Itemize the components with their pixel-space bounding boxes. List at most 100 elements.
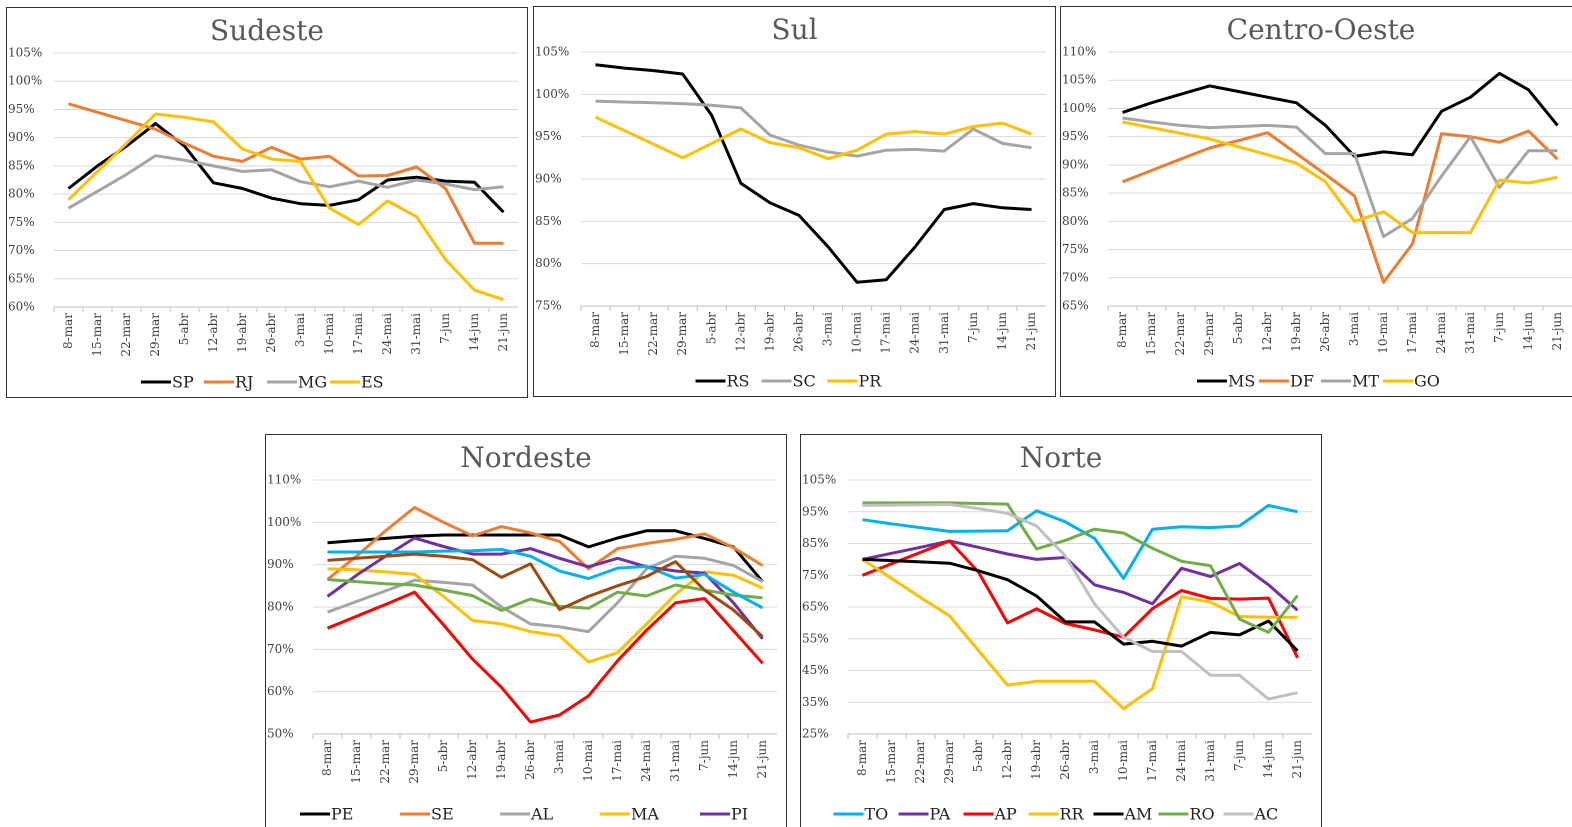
y-tick-label: 70% <box>8 243 35 257</box>
x-tick-label: 3-mai <box>821 312 835 346</box>
series-line <box>327 529 764 583</box>
x-tick-label: 26-abr <box>791 312 805 352</box>
x-tick-label: 31-mai <box>668 740 682 782</box>
x-tick-label: 17-mai <box>351 313 365 355</box>
x-tick-label: 17-mai <box>610 740 624 782</box>
y-tick-label: 105% <box>802 473 836 487</box>
x-tick-label: 14-jun <box>467 313 481 352</box>
legend-label: SE <box>431 805 454 824</box>
series-line <box>1122 120 1558 235</box>
legend-label: PE <box>331 805 353 824</box>
legend-label: MT <box>1352 372 1379 391</box>
x-tick-label: 10-mai <box>850 312 864 354</box>
x-tick-label: 17-mai <box>1405 312 1419 354</box>
y-tick-label: 110% <box>267 473 301 487</box>
legend-label: AM <box>1124 805 1153 824</box>
series-line <box>862 503 1298 580</box>
series-line <box>326 506 764 581</box>
x-tick-label: 8-mar <box>855 740 869 776</box>
y-tick-label: 80% <box>8 187 35 201</box>
x-tick-label: 7-jun <box>697 740 711 771</box>
x-tick-label: 12-abr <box>465 740 479 780</box>
x-tick-label: 5-abr <box>971 740 985 773</box>
x-tick-label: 5-abr <box>704 312 718 345</box>
chart-panel: Nordeste 50% 60% 70% 80% 90% 100% 110% 8-mar 15-m… <box>265 434 787 827</box>
x-tick-label: 21-jun <box>755 740 769 779</box>
y-tick-label: 55% <box>802 631 829 645</box>
series-line <box>595 99 1032 158</box>
x-tick-label: 10-mai <box>322 313 336 355</box>
x-tick-label: 29-mar <box>942 740 956 784</box>
x-tick-label: 19-abr <box>235 313 249 353</box>
x-tick-label: 21-jun <box>1550 312 1564 351</box>
x-tick-label: 14-jun <box>995 312 1009 351</box>
y-tick-label: 85% <box>802 536 829 550</box>
y-tick-label: 85% <box>8 158 35 172</box>
x-tick-label: 14-jun <box>726 740 740 779</box>
x-tick-label: 29-mar <box>407 740 421 784</box>
x-tick-label: 7-jun <box>1232 740 1246 771</box>
legend-label: MS <box>1228 372 1255 391</box>
legend-label: PR <box>859 372 883 391</box>
chart-title: Centro-Oeste <box>1227 13 1416 46</box>
chart-panel: Sul 75% 80% 85% 90% 95% 100% 105% 8-mar 15-mar 22-… <box>533 6 1056 397</box>
y-tick-label: 110% <box>1062 45 1096 59</box>
series-line <box>861 539 1299 659</box>
legend-label: DF <box>1290 372 1314 391</box>
y-tick-label: 75% <box>1062 242 1089 256</box>
x-tick-label: 29-mar <box>675 312 689 356</box>
x-tick-label: 5-abr <box>1231 312 1245 345</box>
x-tick-label: 21-jun <box>1024 312 1038 351</box>
y-tick-label: 105% <box>535 45 569 59</box>
series-line <box>326 590 764 724</box>
x-tick-label: 14-jun <box>1261 740 1275 779</box>
y-tick-label: 105% <box>1062 73 1096 87</box>
y-tick-label: 65% <box>802 600 829 614</box>
legend-label: AC <box>1254 805 1279 824</box>
y-tick-label: 75% <box>8 215 35 229</box>
x-tick-label: 21-jun <box>1290 740 1304 779</box>
series-line <box>67 154 504 210</box>
legend-label: PI <box>731 805 748 824</box>
series-line <box>595 63 1032 284</box>
y-tick-label: 95% <box>802 504 829 518</box>
x-tick-label: 3-mai <box>293 313 307 347</box>
x-tick-label: 31-mai <box>409 313 423 355</box>
y-tick-label: 90% <box>1062 157 1089 171</box>
series-line <box>327 567 764 664</box>
x-tick-label: 12-abr <box>206 313 220 353</box>
series-line <box>326 536 764 640</box>
x-tick-label: 12-abr <box>1000 740 1014 780</box>
x-tick-label: 31-mai <box>1463 312 1477 354</box>
x-tick-label: 24-mai <box>1174 740 1188 782</box>
x-tick-label: 3-mai <box>1347 312 1361 346</box>
y-tick-label: 70% <box>267 642 294 656</box>
x-tick-label: 8-mar <box>61 313 75 349</box>
x-tick-label: 22-mar <box>1173 312 1187 356</box>
x-tick-label: 21-jun <box>496 313 510 352</box>
x-tick-label: 24-mai <box>1434 312 1448 354</box>
y-tick-label: 45% <box>802 663 829 677</box>
x-tick-label: 10-mai <box>1116 740 1130 782</box>
x-tick-label: 3-mai <box>1087 740 1101 774</box>
x-tick-label: 15-mar <box>1144 312 1158 356</box>
series-line <box>1121 129 1559 284</box>
series-line <box>1122 116 1558 239</box>
x-tick-label: 19-abr <box>1029 740 1043 780</box>
legend-label: ES <box>361 373 384 392</box>
legend-label: GO <box>1414 372 1440 391</box>
y-tick-label: 70% <box>1062 270 1089 284</box>
chart-title: Nordeste <box>460 441 591 474</box>
x-tick-label: 17-mai <box>1145 740 1159 782</box>
x-tick-label: 8-mar <box>588 312 602 348</box>
y-tick-label: 75% <box>535 299 562 313</box>
x-tick-label: 24-mai <box>639 740 653 782</box>
x-tick-label: 5-abr <box>177 313 191 346</box>
x-tick-label: 15-mar <box>884 740 898 784</box>
x-tick-label: 15-mar <box>90 313 104 357</box>
x-tick-label: 19-abr <box>762 312 776 352</box>
x-tick-label: 29-mar <box>148 313 162 357</box>
y-tick-label: 35% <box>802 695 829 709</box>
x-tick-label: 29-mar <box>1202 312 1216 356</box>
x-tick-label: 7-jun <box>1492 312 1506 343</box>
